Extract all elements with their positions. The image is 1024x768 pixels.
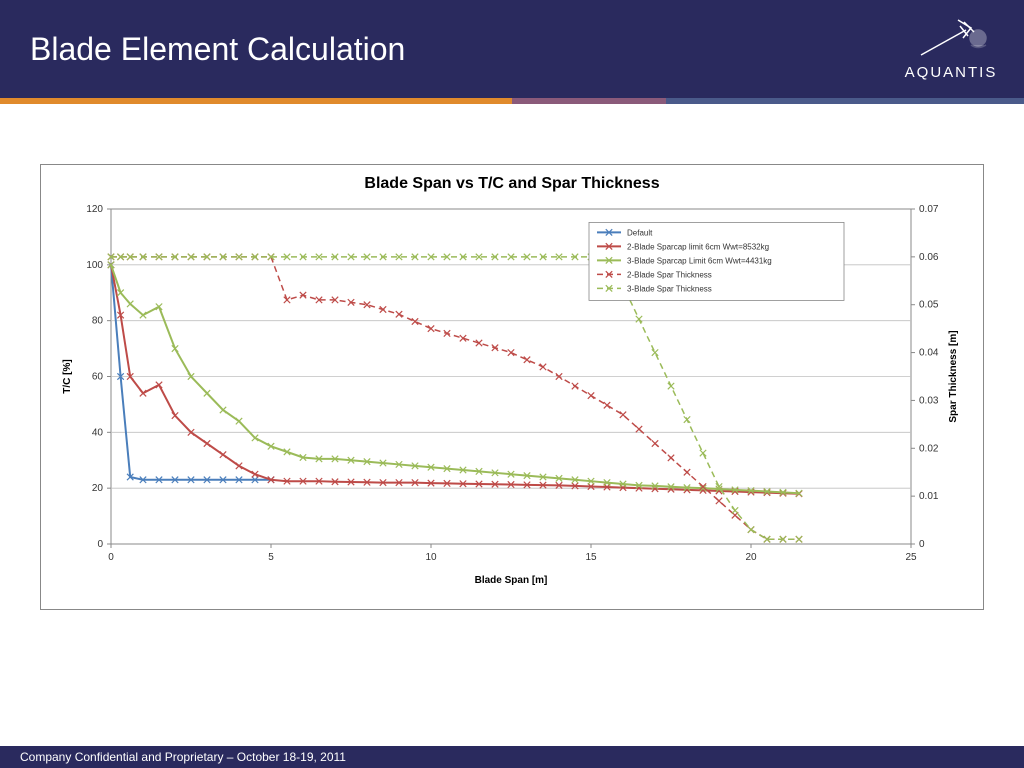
chart-plot: 02040608010012000.010.020.030.040.050.06… xyxy=(56,199,966,589)
accent-divider xyxy=(0,98,1024,104)
svg-text:40: 40 xyxy=(92,427,104,438)
svg-text:15: 15 xyxy=(585,552,597,563)
slide-footer: Company Confidential and Proprietary – O… xyxy=(0,746,1024,768)
chart-container: Blade Span vs T/C and Spar Thickness 0 20… xyxy=(40,164,984,610)
svg-text:60: 60 xyxy=(92,372,104,383)
slide-title: Blade Element Calculation xyxy=(30,31,405,68)
svg-text:Default: Default xyxy=(627,228,653,237)
slide-header: Blade Element Calculation AQUANTIS xyxy=(0,0,1024,98)
brand-name: AQUANTIS xyxy=(896,64,1006,81)
svg-text:0.06: 0.06 xyxy=(919,252,939,263)
brand-logo: AQUANTIS xyxy=(896,12,1006,90)
svg-text:T/C [%]: T/C [%] xyxy=(62,359,73,393)
svg-text:0.05: 0.05 xyxy=(919,300,939,311)
svg-text:20: 20 xyxy=(745,552,757,563)
svg-text:5: 5 xyxy=(268,552,274,563)
svg-text:Blade Span [m]: Blade Span [m] xyxy=(475,575,548,586)
svg-text:0: 0 xyxy=(97,539,103,550)
svg-text:80: 80 xyxy=(92,316,104,327)
svg-text:2-Blade Sparcap limit 6cm Wwt=: 2-Blade Sparcap limit 6cm Wwt=8532kg xyxy=(627,242,769,251)
svg-text:0: 0 xyxy=(108,552,114,563)
svg-text:0.04: 0.04 xyxy=(919,348,939,359)
trident-icon xyxy=(916,10,996,65)
svg-text:20: 20 xyxy=(92,483,104,494)
divider-seg-3 xyxy=(666,98,1024,104)
svg-text:3-Blade Sparcap Limit 6cm Wwt=: 3-Blade Sparcap Limit 6cm Wwt=4431kg xyxy=(627,256,772,265)
svg-text:0.03: 0.03 xyxy=(919,395,939,406)
divider-seg-2 xyxy=(512,98,666,104)
svg-text:10: 10 xyxy=(425,552,437,563)
footer-text: Company Confidential and Proprietary – O… xyxy=(20,750,346,764)
svg-text:120: 120 xyxy=(86,204,103,215)
chart-title: Blade Span vs T/C and Spar Thickness xyxy=(56,175,968,193)
svg-text:0.01: 0.01 xyxy=(919,491,939,502)
svg-text:100: 100 xyxy=(86,260,103,271)
svg-text:25: 25 xyxy=(905,552,917,563)
svg-text:2-Blade Spar Thickness: 2-Blade Spar Thickness xyxy=(627,270,712,279)
svg-text:0: 0 xyxy=(919,539,925,550)
svg-text:Spar Thickness [m]: Spar Thickness [m] xyxy=(948,330,959,422)
svg-text:0.07: 0.07 xyxy=(919,204,939,215)
svg-text:3-Blade Spar Thickness: 3-Blade Spar Thickness xyxy=(627,284,712,293)
svg-text:0.02: 0.02 xyxy=(919,443,939,454)
slide-content: Blade Span vs T/C and Spar Thickness 0 20… xyxy=(0,104,1024,630)
divider-seg-1 xyxy=(0,98,512,104)
